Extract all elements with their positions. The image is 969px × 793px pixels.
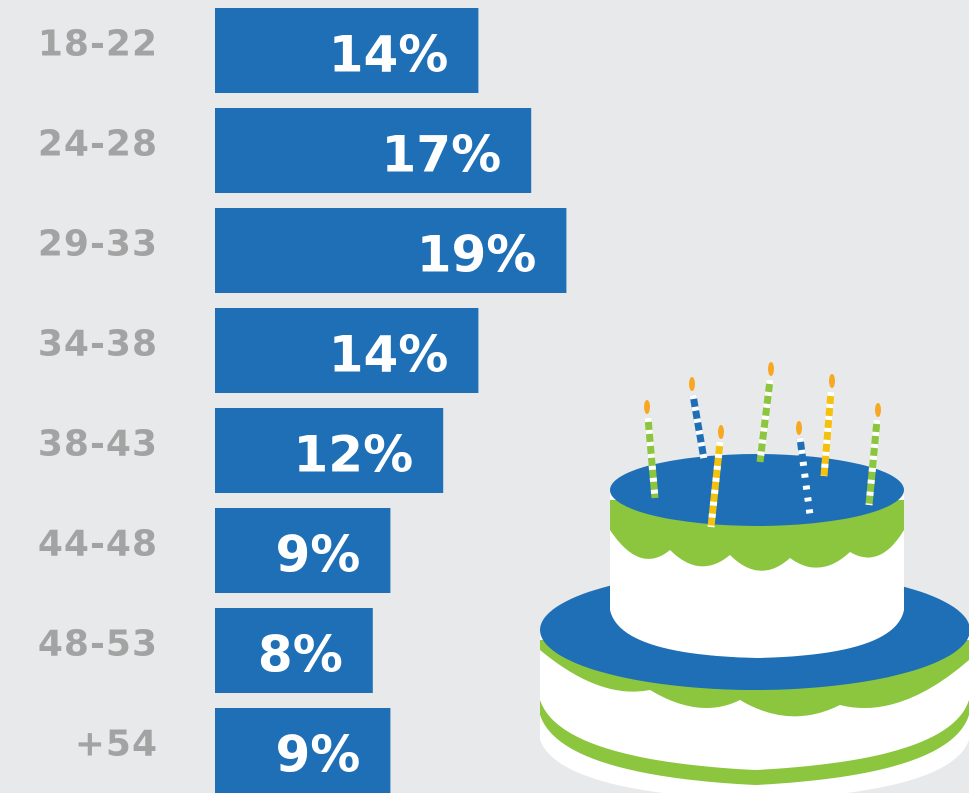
category-label: 34-38: [38, 324, 158, 365]
bar: [215, 108, 532, 193]
category-label: 18-22: [38, 24, 158, 65]
value-label: 12%: [294, 426, 414, 484]
value-label: 9%: [276, 726, 361, 784]
bar: [215, 608, 373, 693]
category-label: 38-43: [38, 424, 158, 465]
bar: [215, 708, 391, 793]
value-label: 17%: [382, 126, 502, 184]
category-label: 29-33: [38, 224, 158, 265]
bar: [215, 8, 479, 93]
bar: [215, 308, 479, 393]
bar: [215, 408, 444, 493]
category-label: 24-28: [38, 124, 158, 165]
value-label: 14%: [329, 326, 449, 384]
value-label: 14%: [329, 26, 449, 84]
category-label: 44-48: [38, 524, 158, 565]
value-label: 9%: [276, 526, 361, 584]
bar: [215, 208, 567, 293]
bar: [215, 508, 391, 593]
category-label: +54: [75, 724, 158, 765]
cake-illustration: [540, 362, 969, 793]
value-label: 19%: [417, 226, 537, 284]
category-label: 48-53: [38, 624, 158, 665]
value-label: 8%: [258, 626, 343, 684]
